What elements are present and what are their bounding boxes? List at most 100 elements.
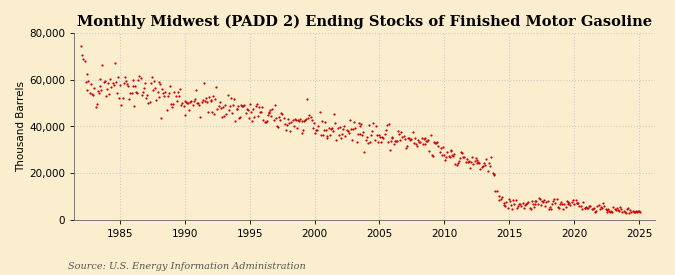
Point: [616, 207, 626, 211]
Point: [310, 127, 321, 132]
Point: [76, 53, 87, 58]
Point: [497, 195, 508, 200]
Point: [410, 142, 421, 147]
Point: [417, 142, 428, 146]
Point: [88, 93, 99, 97]
Point: [146, 75, 157, 79]
Point: [612, 208, 623, 212]
Point: [298, 119, 309, 124]
Point: [263, 113, 273, 118]
Point: [264, 110, 275, 115]
Point: [125, 91, 136, 96]
Point: [230, 119, 241, 123]
Point: [185, 100, 196, 104]
Point: [350, 126, 361, 130]
Point: [359, 150, 370, 154]
Point: [117, 96, 128, 100]
Point: [342, 129, 353, 133]
Point: [161, 107, 172, 112]
Point: [442, 149, 453, 154]
Point: [107, 81, 118, 85]
Point: [392, 139, 402, 143]
Point: [240, 110, 251, 115]
Point: [406, 136, 417, 141]
Point: [547, 202, 558, 207]
Point: [578, 200, 589, 205]
Point: [587, 207, 598, 211]
Point: [450, 162, 461, 166]
Point: [590, 210, 601, 214]
Point: [151, 97, 162, 102]
Point: [92, 89, 103, 93]
Point: [105, 77, 115, 81]
Point: [244, 101, 255, 106]
Point: [173, 94, 184, 98]
Point: [356, 122, 367, 126]
Point: [203, 109, 214, 114]
Point: [430, 141, 441, 145]
Point: [257, 104, 268, 109]
Point: [307, 126, 318, 130]
Point: [582, 205, 593, 210]
Point: [187, 102, 198, 107]
Point: [101, 94, 111, 98]
Point: [396, 130, 407, 134]
Point: [160, 90, 171, 94]
Point: [354, 132, 365, 136]
Point: [361, 135, 372, 139]
Point: [583, 206, 593, 210]
Point: [398, 134, 409, 138]
Point: [456, 149, 466, 154]
Point: [220, 103, 231, 107]
Point: [383, 140, 394, 144]
Point: [419, 136, 430, 141]
Point: [205, 98, 216, 103]
Point: [437, 152, 448, 157]
Point: [322, 133, 333, 138]
Point: [136, 93, 147, 98]
Point: [180, 113, 190, 118]
Point: [592, 203, 603, 208]
Point: [178, 103, 189, 108]
Point: [332, 126, 343, 131]
Point: [395, 138, 406, 143]
Point: [364, 123, 375, 128]
Point: [393, 129, 404, 134]
Point: [346, 127, 356, 131]
Point: [388, 141, 399, 146]
Point: [617, 210, 628, 214]
Point: [128, 104, 139, 108]
Point: [290, 117, 300, 122]
Point: [540, 204, 551, 209]
Point: [128, 84, 138, 89]
Point: [286, 120, 297, 125]
Point: [83, 79, 94, 83]
Point: [134, 74, 145, 78]
Point: [618, 208, 629, 213]
Point: [194, 103, 205, 107]
Point: [157, 86, 167, 91]
Point: [111, 79, 122, 84]
Point: [462, 160, 473, 164]
Point: [557, 201, 568, 206]
Point: [294, 119, 304, 123]
Point: [215, 106, 226, 110]
Point: [528, 202, 539, 206]
Point: [635, 210, 646, 214]
Point: [266, 113, 277, 118]
Point: [512, 206, 522, 211]
Point: [499, 201, 510, 205]
Point: [454, 156, 465, 160]
Point: [368, 121, 379, 125]
Point: [313, 124, 324, 128]
Point: [518, 205, 529, 210]
Point: [579, 206, 590, 211]
Point: [276, 111, 287, 116]
Point: [459, 155, 470, 159]
Point: [389, 139, 400, 143]
Point: [317, 118, 327, 123]
Point: [273, 125, 284, 129]
Point: [474, 160, 485, 165]
Point: [121, 79, 132, 83]
Point: [114, 95, 125, 100]
